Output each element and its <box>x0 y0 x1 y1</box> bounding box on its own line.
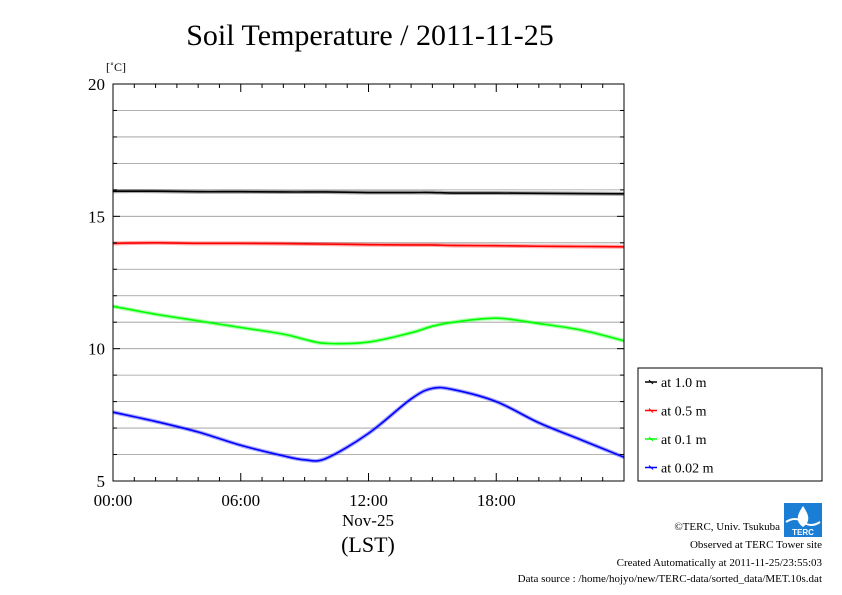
data-point <box>304 243 306 245</box>
terc-logo: TERC <box>784 503 822 537</box>
data-point <box>431 387 433 389</box>
data-point <box>453 321 455 323</box>
y-tick-label: 20 <box>88 75 105 94</box>
data-point <box>538 192 540 194</box>
copyright-text: ©TERC, Univ. Tsukuba <box>674 521 780 533</box>
legend: at 1.0 m at 0.5 m at 0.1 m at 0.02 m <box>637 367 823 482</box>
data-point <box>304 459 306 461</box>
axis-ticks: 5 10 15 20 00:00 06:00 12:00 18:00 <box>88 75 625 510</box>
data-point <box>304 191 306 193</box>
data-point <box>580 329 583 331</box>
legend-label: at 0.5 m <box>661 405 707 420</box>
series-at-0-02-m <box>112 385 625 463</box>
data-point <box>197 320 199 322</box>
plot-frame <box>112 83 625 482</box>
legend-label: at 0.02 m <box>661 462 714 477</box>
chart-title: Soil Temperature / 2011-11-25 <box>186 19 554 52</box>
data-point <box>325 243 327 245</box>
data-point <box>538 245 540 247</box>
series-line <box>112 305 625 345</box>
data-point <box>580 439 583 441</box>
series-at-0-1-m <box>112 304 625 346</box>
data-point <box>495 192 497 194</box>
y-tick-label: 5 <box>97 472 106 491</box>
data-point <box>495 245 497 247</box>
data-point <box>282 191 284 193</box>
data-point <box>538 322 540 325</box>
y-axis-unit-label: [˚C] <box>106 60 126 74</box>
data-point <box>580 192 583 195</box>
data-point <box>325 457 327 460</box>
legend-label: at 0.1 m <box>661 433 707 448</box>
y-tick-label: 10 <box>88 340 105 359</box>
x-tick-label: 00:00 <box>94 491 133 510</box>
data-point <box>367 341 370 343</box>
data-point <box>410 191 412 194</box>
data-point <box>367 244 370 246</box>
logo-text: TERC <box>792 528 814 537</box>
data-point <box>282 455 284 457</box>
data-point <box>495 317 497 319</box>
x-date-label: Nov-25 <box>342 511 394 530</box>
data-point <box>154 242 157 244</box>
legend-marker <box>648 436 654 442</box>
data-point <box>325 342 327 344</box>
data-point <box>410 244 412 246</box>
data-point <box>431 244 433 246</box>
data-point <box>453 244 455 247</box>
x-tick-label: 12:00 <box>349 491 388 510</box>
series-layer <box>112 189 625 463</box>
data-point <box>240 444 242 446</box>
data-point <box>282 242 284 245</box>
data-point <box>325 191 327 193</box>
x-tick-label: 06:00 <box>221 491 260 510</box>
series-halo <box>112 385 625 463</box>
data-point <box>495 401 497 403</box>
source-text: Data source : /home/hojyo/new/TERC-data/… <box>518 573 822 585</box>
legend-marker <box>648 379 654 385</box>
data-point <box>580 245 583 248</box>
data-point <box>197 191 199 193</box>
data-point <box>197 431 199 433</box>
data-point <box>240 326 242 329</box>
series-line <box>112 386 625 462</box>
y-tick-label: 15 <box>88 207 105 226</box>
x-tick-label: 18:00 <box>477 491 516 510</box>
data-point <box>240 191 242 193</box>
legend-label: at 1.0 m <box>661 376 707 391</box>
series-at-1-0-m <box>112 189 625 196</box>
data-point <box>453 389 455 391</box>
data-point <box>282 333 284 335</box>
created-text: Created Automatically at 2011-11-25/23:5… <box>617 557 823 569</box>
data-point <box>304 338 306 341</box>
legend-marker <box>648 408 654 413</box>
legend-box <box>637 367 823 482</box>
data-point <box>240 242 242 244</box>
legend-marker <box>648 465 654 470</box>
data-point <box>410 332 412 334</box>
data-point <box>154 190 157 192</box>
x-axis-label: (LST) <box>341 532 395 557</box>
data-point <box>154 420 157 423</box>
data-point <box>538 422 540 424</box>
data-point <box>367 191 370 194</box>
data-point <box>154 313 157 315</box>
data-point <box>367 432 370 434</box>
grid-lines <box>113 110 624 455</box>
observed-text: Observed at TERC Tower site <box>690 539 822 551</box>
data-point <box>431 191 433 194</box>
data-point <box>197 242 199 244</box>
data-point <box>410 398 412 400</box>
data-point <box>431 325 433 327</box>
data-point <box>453 192 455 194</box>
